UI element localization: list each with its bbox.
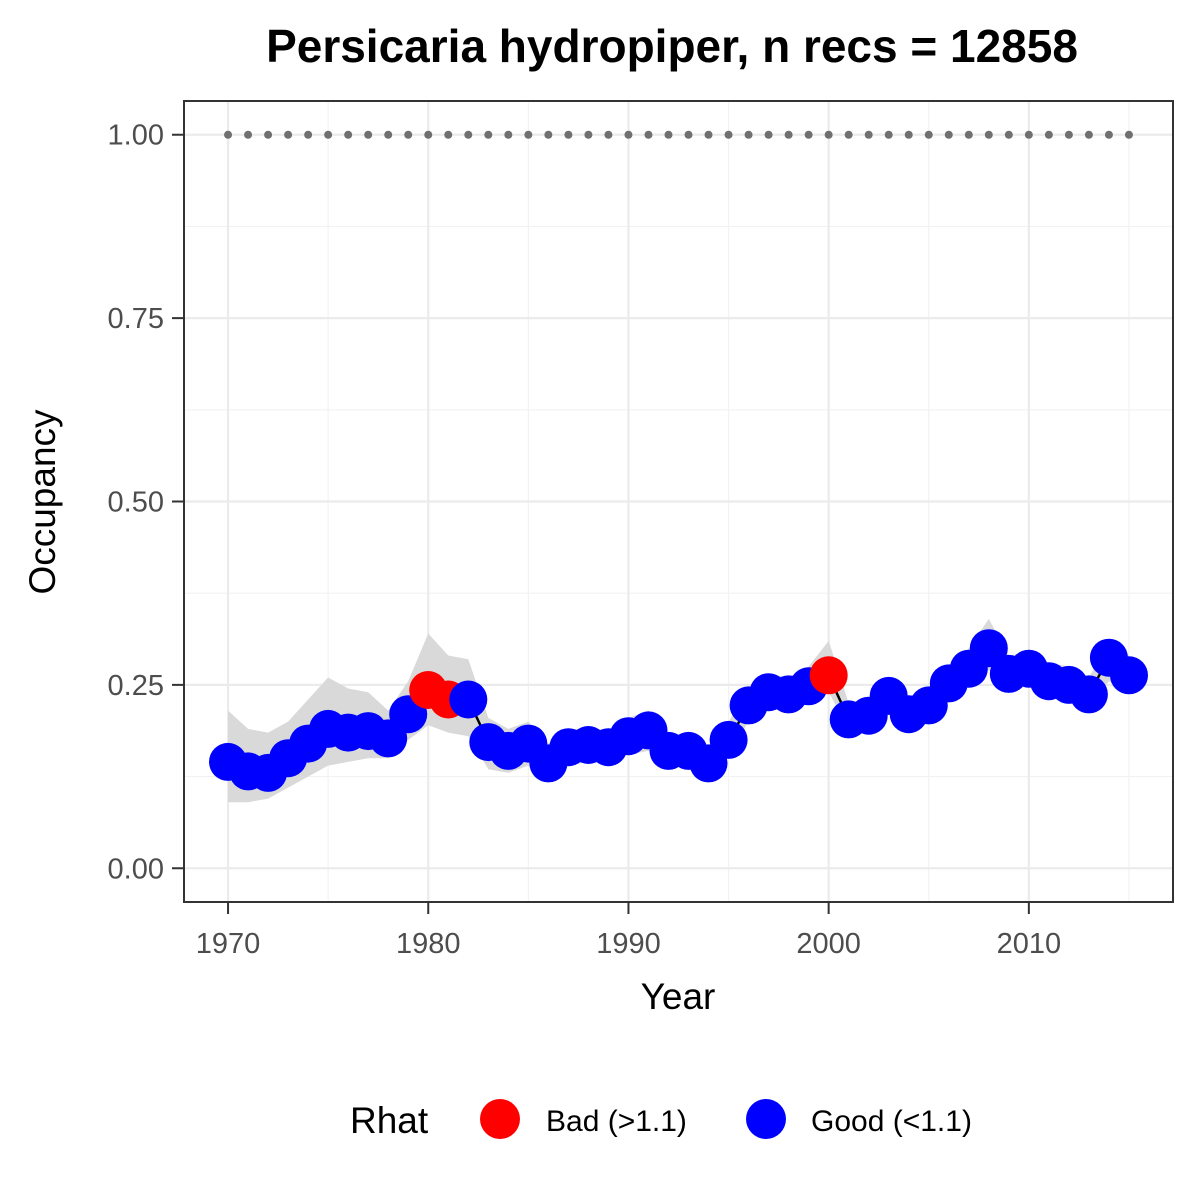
occupancy-points: [209, 629, 1148, 792]
reference-dot: [284, 130, 293, 139]
y-tick-label: 0.50: [108, 487, 164, 519]
reference-dot: [604, 130, 613, 139]
reference-dot: [744, 130, 753, 139]
plot-panel: [183, 100, 1174, 903]
reference-dot: [684, 130, 693, 139]
x-tick-label: 1970: [196, 928, 261, 960]
reference-dot: [664, 130, 673, 139]
y-axis: 0.00 0.25 0.50 0.75 1.00: [108, 120, 184, 885]
good-rhat-point: [449, 680, 488, 719]
good-rhat-point: [709, 720, 748, 759]
x-axis: 1970 1980 1990 2000 2010: [196, 902, 1061, 960]
reference-dot: [224, 130, 233, 139]
x-axis-title: Year: [641, 976, 716, 1017]
good-rhat-point: [969, 629, 1008, 668]
ribbon-area: [228, 618, 1129, 803]
good-rhat-point: [1110, 656, 1148, 695]
legend: Rhat Bad (>1.1) Good (<1.1): [350, 1099, 972, 1141]
reference-dot: [764, 130, 773, 139]
reference-dot: [564, 130, 573, 139]
reference-dot: [384, 130, 393, 139]
x-tick-label: 2010: [997, 928, 1062, 960]
reference-dot: [824, 130, 833, 139]
reference-dot: [504, 130, 513, 139]
reference-dot: [484, 130, 493, 139]
reference-dot: [704, 130, 713, 139]
reference-dot: [1064, 130, 1073, 139]
reference-dot: [364, 130, 373, 139]
reference-dot: [844, 130, 853, 139]
reference-dot: [904, 130, 913, 139]
legend-bad-swatch: [480, 1099, 520, 1139]
y-tick-label: 0.00: [108, 853, 164, 885]
reference-dot: [584, 130, 593, 139]
reference-dot: [784, 130, 793, 139]
reference-dot: [644, 130, 653, 139]
legend-good-label: Good (<1.1): [811, 1105, 972, 1138]
reference-dot: [464, 130, 473, 139]
reference-dot: [884, 130, 893, 139]
reference-dot: [1024, 130, 1033, 139]
reference-dot: [444, 130, 453, 139]
bad-rhat-point: [809, 656, 848, 695]
x-tick-label: 2000: [796, 928, 861, 960]
y-tick-label: 1.00: [108, 120, 164, 152]
reference-dot: [424, 130, 433, 139]
reference-dot: [344, 130, 353, 139]
reference-dot: [944, 130, 953, 139]
reference-dot: [624, 130, 633, 139]
reference-line-layer: [224, 130, 1133, 139]
reference-dot: [264, 130, 273, 139]
legend-title: Rhat: [350, 1100, 429, 1141]
reference-dot: [864, 130, 873, 139]
reference-dot: [524, 130, 533, 139]
x-tick-label: 1990: [596, 928, 661, 960]
reference-dot: [1104, 130, 1113, 139]
reference-dot: [1004, 130, 1013, 139]
reference-dot: [1124, 130, 1133, 139]
legend-good-swatch: [746, 1099, 786, 1139]
reference-dot: [1044, 130, 1053, 139]
y-tick-label: 0.75: [108, 303, 164, 335]
reference-dot: [324, 130, 333, 139]
reference-dot: [544, 130, 553, 139]
x-tick-label: 1980: [396, 928, 461, 960]
reference-dot: [404, 130, 413, 139]
reference-dot: [724, 130, 733, 139]
reference-dot: [984, 130, 993, 139]
reference-dot: [244, 130, 253, 139]
chart-title: Persicaria hydropiper, n recs = 12858: [266, 20, 1078, 72]
legend-bad-label: Bad (>1.1): [546, 1105, 687, 1138]
reference-dot: [924, 130, 933, 139]
reference-dot: [304, 130, 313, 139]
reference-dot: [964, 130, 973, 139]
good-rhat-point: [1069, 675, 1108, 714]
reference-dot: [1084, 130, 1093, 139]
confidence-ribbon: [228, 618, 1129, 803]
reference-dot: [804, 130, 813, 139]
y-axis-title: Occupancy: [22, 409, 63, 595]
y-tick-label: 0.25: [108, 670, 164, 702]
